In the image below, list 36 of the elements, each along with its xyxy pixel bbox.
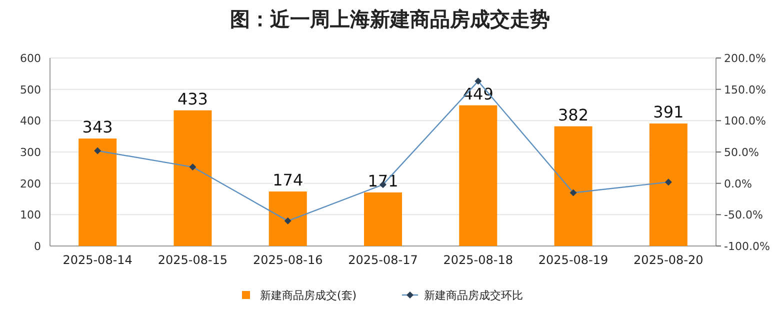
bar <box>268 191 307 246</box>
bar <box>459 105 498 246</box>
bar <box>174 110 212 246</box>
chart-title: 图：近一周上海新建商品房成交走势 <box>230 7 550 31</box>
y2-tick-label: 150.0% <box>724 83 766 96</box>
bar <box>364 192 402 246</box>
bar <box>78 138 117 246</box>
y2-tick-label: -100.0% <box>724 240 770 253</box>
x-tick-label: 2025-08-14 <box>62 253 132 267</box>
y-tick-label: 500 <box>20 83 41 96</box>
legend-label: 新建商品房成交环比 <box>424 289 523 302</box>
x-tick-label: 2025-08-20 <box>634 253 704 267</box>
bar <box>649 123 688 246</box>
y2-tick-label: 200.0% <box>724 52 766 65</box>
y-tick-label: 0 <box>34 240 41 253</box>
y-tick-label: 100 <box>20 208 41 222</box>
x-tick-label: 2025-08-19 <box>538 253 608 267</box>
y-tick-label: 400 <box>20 114 41 128</box>
data-label: 174 <box>272 170 304 190</box>
y2-tick-label: 0.0% <box>724 177 752 190</box>
y-tick-label: 300 <box>20 146 41 159</box>
y-tick-label: 600 <box>20 52 41 65</box>
y-tick-label: 200 <box>20 177 41 190</box>
data-label: 433 <box>177 89 208 108</box>
x-tick-label: 2025-08-15 <box>158 253 228 267</box>
data-label: 382 <box>558 105 589 124</box>
bar <box>554 126 592 246</box>
x-tick-label: 2025-08-18 <box>443 253 514 267</box>
data-label: 391 <box>653 102 684 122</box>
y2-tick-label: 100.0% <box>724 114 766 128</box>
data-label: 343 <box>82 118 113 137</box>
y2-tick-label: 50.0% <box>724 146 759 159</box>
x-tick-label: 2025-08-16 <box>252 253 323 267</box>
x-tick-label: 2025-08-17 <box>348 253 418 267</box>
y2-tick-label: -50.0% <box>724 208 763 222</box>
legend-label: 新建商品房成交(套) <box>260 289 357 302</box>
